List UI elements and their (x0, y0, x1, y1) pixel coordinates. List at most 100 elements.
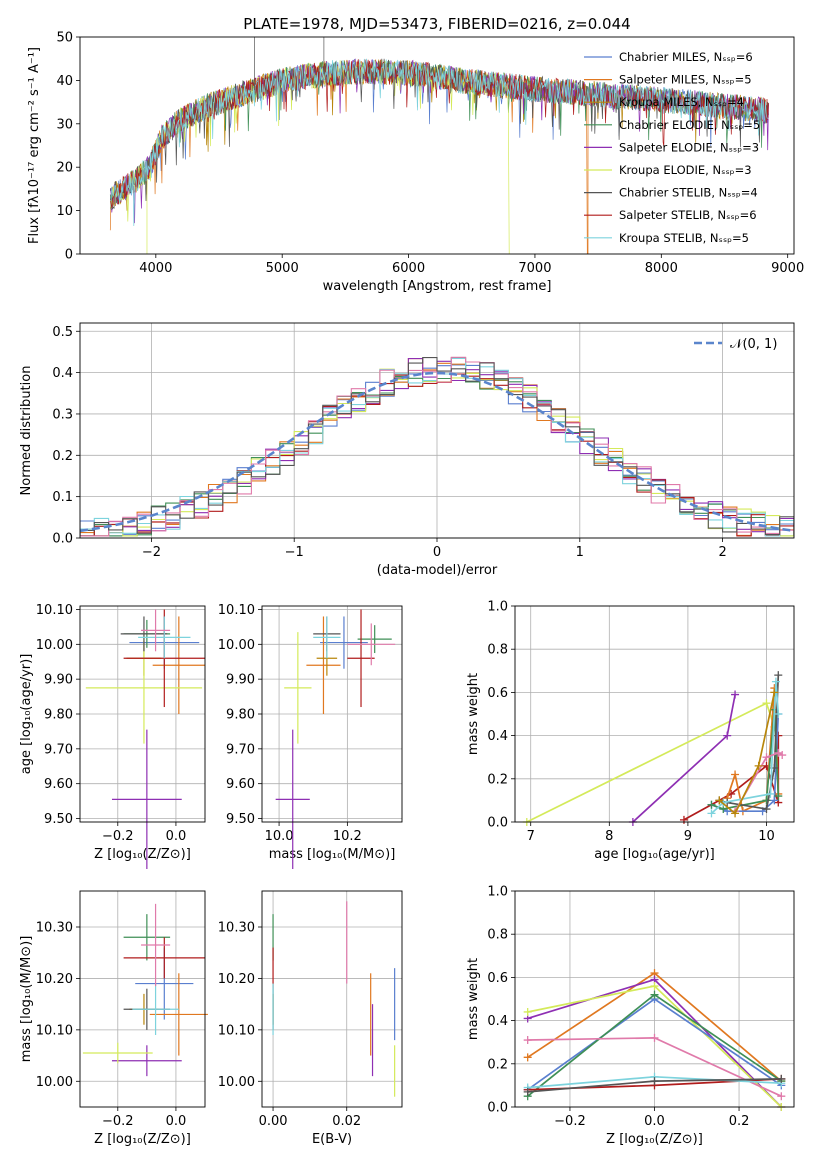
spectrum-xtick-label: 5000 (266, 261, 299, 276)
age_vs_mass-ytick-label: 9.50 (226, 812, 255, 827)
residuals-normal-curve (79, 371, 792, 533)
spectrum-ytick-label: 40 (56, 74, 73, 89)
mass_vs_Z-xtick-label: 0.0 (166, 1114, 187, 1129)
weight_vs_Z-ylabel: mass weight (466, 958, 481, 1040)
spectrum-legend-label: Chabrier STELIB, Nₛₛₚ=4 (619, 186, 758, 200)
weight_vs_Z-xtick-label: 0.0 (644, 1114, 665, 1129)
spectrum-xtick-label: 4000 (139, 261, 172, 276)
weight_vs_age-marker (771, 677, 780, 686)
weight_vs_age-marker (731, 770, 740, 779)
weight_vs_age-marker (774, 710, 783, 718)
age_vs_mass-xtick-label: 10.0 (265, 829, 294, 844)
weight_vs_age-xtick-label: 10 (758, 829, 775, 844)
age_vs_Z-ytick-label: 9.90 (44, 673, 73, 688)
spectrum-legend-label: Salpeter STELIB, Nₛₛₚ=6 (619, 208, 757, 222)
residuals-hist-cs (80, 357, 794, 537)
spectrum-legend-label: Salpeter MILES, Nₛₛₚ=5 (619, 73, 752, 87)
spectrum-series-ss (109, 59, 769, 208)
age_vs_Z-panel: −0.2 0.0 9.50 9.60 9.70 9.80 9.90 10.00 10.10 Z [… (19, 603, 206, 870)
weight_vs_Z-xtick-label: −0.2 (554, 1114, 586, 1129)
spectrum-series-ks (110, 58, 769, 227)
weight_vs_Z-ytick-label: 1.0 (487, 885, 508, 900)
age_vs_Z-ytick-label: 9.60 (44, 777, 73, 792)
spectrum-legend-label: Chabrier MILES, Nₛₛₚ=6 (619, 50, 753, 64)
residuals-xtick-label: −2 (142, 545, 161, 560)
spectrum-xtick-label: 6000 (392, 261, 425, 276)
weight_vs_age-xtick-label: 8 (605, 829, 613, 844)
mass_vs_ebv-ytick-label: 10.10 (218, 1023, 255, 1038)
age_vs_mass-ytick-label: 9.70 (226, 742, 255, 757)
spectrum-ytick-label: 50 (56, 31, 73, 46)
weight_vs_age-frame (514, 605, 795, 823)
spectrum-legend-label: Chabrier ELODIE, Nₛₛₚ=5 (619, 118, 760, 132)
weight_vs_age-line-km (718, 692, 776, 815)
weight_vs_Z-marker (523, 1036, 532, 1045)
weight_vs_age-xtick-label: 7 (527, 829, 535, 844)
mass_vs_Z-xlabel: Z [log₁₀(Z/Z⊙)] (94, 1132, 191, 1147)
residuals-panel: −2 −1 0 1 2 0.0 0.1 0.2 0.3 0.4 0.5 (data-model)/er… (19, 322, 795, 578)
age_vs_mass-ytick-label: 10.10 (218, 603, 255, 618)
weight_vs_age-marker (762, 699, 771, 708)
weight_vs_age-marker (679, 815, 688, 824)
age_vs_mass-xlabel: mass [log₁₀(M/M⊙)] (269, 847, 396, 862)
weight_vs_Z-ytick-label: 0.6 (487, 971, 508, 986)
weight_vs_age-ytick-label: 0.8 (487, 643, 508, 658)
weight_vs_age-marker (778, 751, 787, 760)
mass_vs_ebv-frame (261, 890, 403, 1108)
weight_vs_age-marker (770, 796, 779, 805)
mass_vs_Z-ylabel: mass [log₁₀(M/M⊙)] (19, 936, 34, 1063)
weight_vs_Z-marker (523, 1087, 532, 1096)
spectrum-ytick-label: 20 (56, 161, 73, 176)
age_vs_mass-ytick-label: 9.80 (226, 708, 255, 723)
residuals-ytick-label: 0.0 (52, 532, 73, 547)
weight_vs_age-line-pink (734, 751, 783, 812)
age_vs_mass-panel: 10.0 10.2 9.50 9.60 9.70 9.80 9.90 10.00 10.10 ma… (218, 603, 403, 870)
weight_vs_age-marker (762, 805, 771, 814)
weight_vs_Z-frame (514, 890, 795, 1108)
weight_vs_age-marker (770, 688, 779, 697)
mass_vs_ebv-ytick-label: 10.30 (218, 921, 255, 936)
weight_vs_age-marker (723, 731, 732, 740)
weight_vs_Z-ytick-label: 0.2 (487, 1057, 508, 1072)
residuals-xtick-label: 1 (576, 545, 584, 560)
weight_vs_age-ytick-label: 0.0 (487, 816, 508, 831)
mass_vs_Z-frame (79, 890, 206, 1108)
age_vs_Z-frame (79, 605, 206, 823)
mass_vs_ebv-xlabel: E(B-V) (312, 1132, 352, 1147)
mass_vs_Z-ytick-label: 10.10 (36, 1023, 73, 1038)
weight_vs_age-xlabel: age [log₁₀(age/yr)] (594, 847, 715, 862)
weight_vs_age-ytick-label: 0.4 (487, 729, 508, 744)
age_vs_Z-xlabel: Z [log₁₀(Z/Z⊙)] (94, 847, 191, 862)
spectrum-ytick-label: 0 (65, 248, 73, 263)
age_vs_Z-ytick-label: 10.00 (36, 638, 73, 653)
weight_vs_age-ytick-label: 1.0 (487, 600, 508, 615)
residuals-frame (79, 322, 795, 539)
weight_vs_Z-ytick-label: 0.8 (487, 928, 508, 943)
spectrum-series-ke (109, 59, 510, 254)
age_vs_Z-ytick-label: 9.70 (44, 742, 73, 757)
weight_vs_age-marker (762, 796, 771, 805)
residuals-legend-label: 𝒩(0, 1) (730, 337, 777, 352)
weight_vs_age-ytick-label: 0.2 (487, 772, 508, 787)
weight_vs_age-marker (762, 753, 771, 762)
residuals-ytick-label: 0.2 (52, 449, 73, 464)
residuals-ytick-label: 0.1 (52, 490, 73, 505)
age_vs_mass-ytick-label: 10.00 (218, 638, 255, 653)
weight_vs_age-panel: 7 8 9 10 0.0 0.2 0.4 0.6 0.8 1.0 age [log₁₀(age/yr… (466, 600, 795, 862)
weight_vs_Z-xlabel: Z [log₁₀(Z/Z⊙)] (606, 1132, 703, 1147)
residuals-ytick-label: 0.5 (52, 325, 73, 340)
residuals-xlabel: (data-model)/error (377, 563, 498, 578)
age_vs_Z-xtick-label: 0.0 (166, 829, 187, 844)
weight_vs_Z-ytick-label: 0.4 (487, 1014, 508, 1029)
age_vs_Z-ytick-label: 9.50 (44, 812, 73, 827)
residuals-xtick-label: −1 (285, 545, 304, 560)
weight_vs_Z-marker (777, 1074, 786, 1083)
spectrum-panel: 4000 5000 6000 7000 8000 9000 0 10 20 30 40 50 wavel… (27, 31, 804, 295)
spectrum-ylabel: Flux [fλ10⁻¹⁷ erg cm⁻² s⁻¹ A⁻¹] (27, 47, 42, 244)
weight_vs_Z-ytick-label: 0.0 (487, 1101, 508, 1116)
age_vs_Z-ylabel: age [log₁₀(age/yr)] (19, 654, 34, 775)
spectrum-legend-label: Kroupa STELIB, Nₛₛₚ=5 (619, 231, 749, 245)
weight_vs_age-marker (754, 761, 763, 770)
weight_vs_age-ytick-label: 0.6 (487, 686, 508, 701)
residuals-xtick-label: 2 (718, 545, 726, 560)
